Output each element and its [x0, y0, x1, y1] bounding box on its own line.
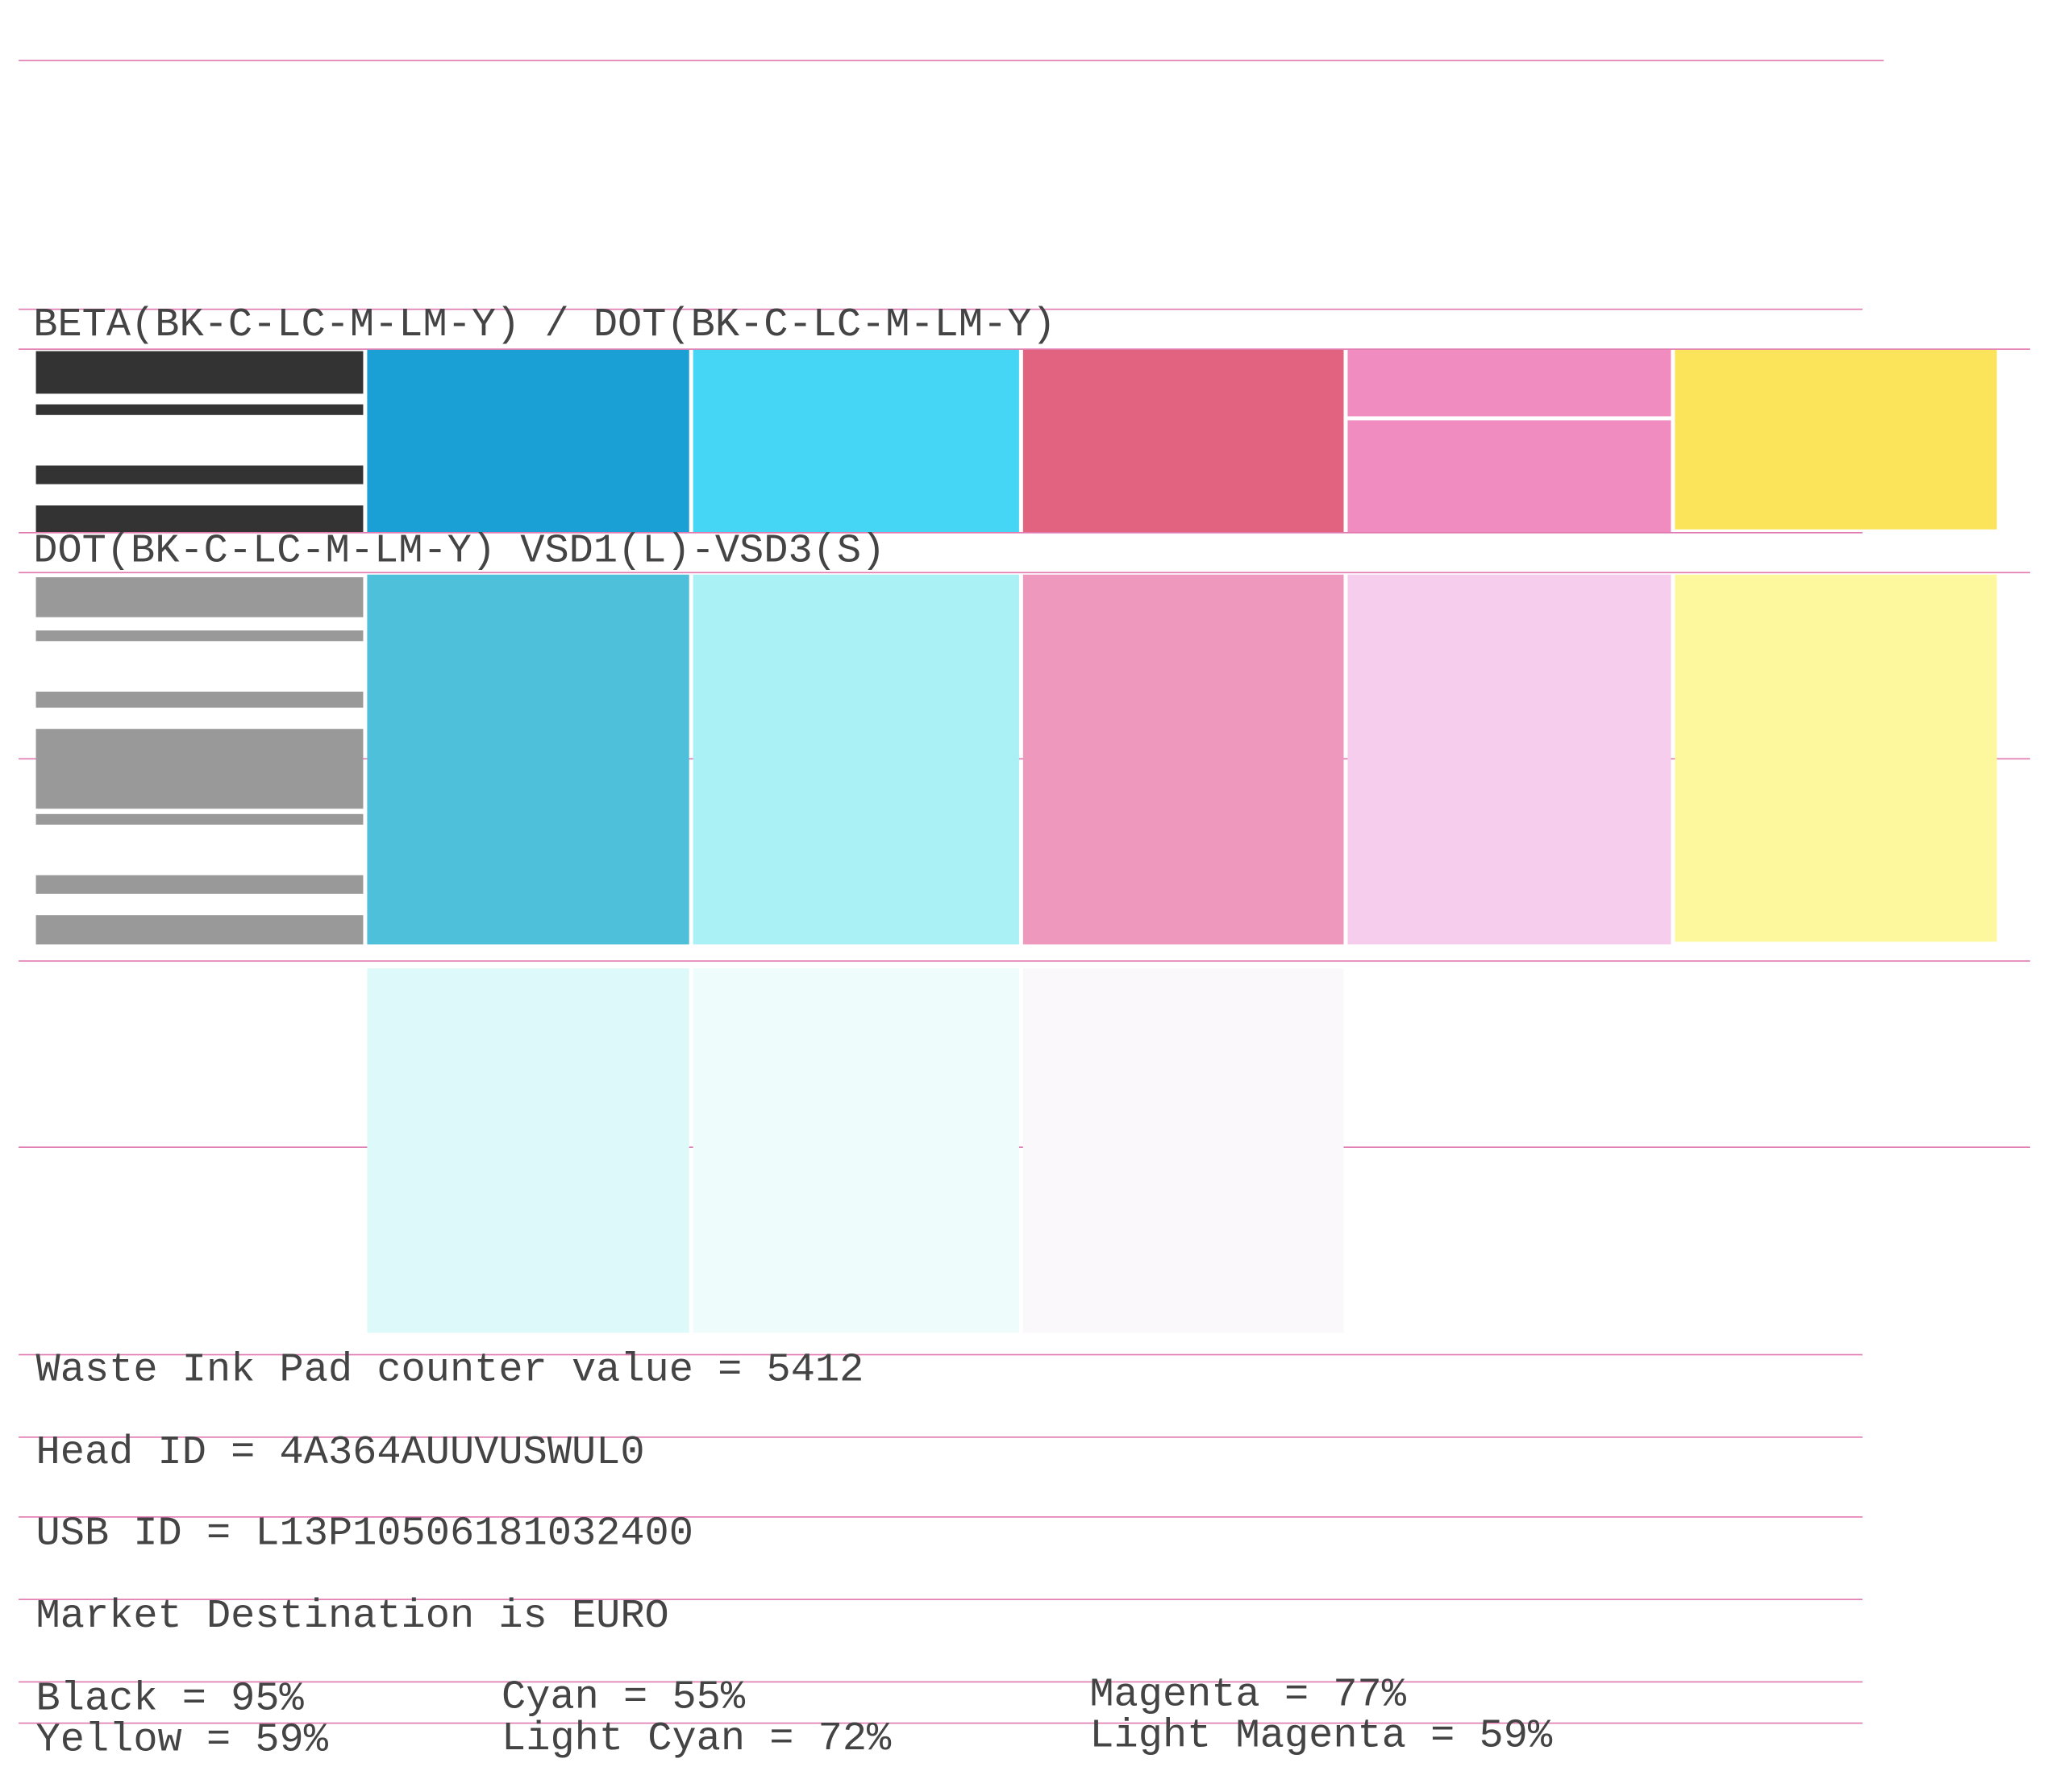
section-label: DOT(BK-C-LC-M-LM-Y) VSD1(L)-VSD3(S) [33, 529, 886, 575]
light-magenta-block [1347, 349, 1671, 417]
ink-level: Light Magenta = 59% [1089, 1714, 1553, 1760]
info-line: Waste Ink Pad counter value = 5412 [35, 1349, 864, 1395]
magenta-block [1022, 968, 1344, 1333]
rule [19, 1722, 1862, 1724]
info-line: Head ID = 4A364AUUVUSWUL0 [35, 1431, 645, 1477]
ink-level: Light Cyan = 72% [502, 1717, 892, 1763]
black-stripe [35, 505, 364, 532]
section-label: BETA(BK-C-LC-M-LM-Y) / DOT(BK-C-LC-M-LM-… [33, 303, 1056, 349]
black-stripe [35, 351, 364, 394]
black-stripe [35, 404, 364, 415]
rule [19, 1437, 1862, 1438]
black-stripe [35, 465, 364, 484]
cyan-block [367, 574, 689, 945]
rule [19, 532, 1862, 534]
gray-stripe [35, 630, 364, 642]
rule [19, 1681, 1862, 1683]
rule [19, 960, 2030, 962]
rule [19, 572, 2030, 574]
magenta-block [1022, 349, 1344, 532]
yellow-block [1675, 349, 1997, 530]
rule [19, 1516, 1862, 1518]
light-cyan-block [693, 349, 1019, 532]
gray-stripe [35, 813, 364, 825]
gray-stripe [35, 875, 364, 894]
light-magenta-block [1347, 420, 1671, 532]
gray-stripe [35, 915, 364, 945]
light-magenta-block [1347, 574, 1671, 945]
ink-level: Cyan = 55% [502, 1676, 746, 1722]
gray-stripe [35, 577, 364, 617]
rule [19, 308, 1862, 310]
magenta-block [1022, 574, 1344, 945]
info-line: Market Destination is EURO [35, 1595, 669, 1640]
info-line: USB ID = L13P10506181032400 [35, 1512, 693, 1558]
ink-level: Magenta = 77% [1089, 1673, 1406, 1719]
rule [19, 1353, 1862, 1356]
gray-stripe [35, 692, 364, 708]
ink-level: Black = 95% [35, 1677, 304, 1723]
gray-stripe [35, 729, 364, 809]
ink-level: Yellow = 59% [35, 1718, 328, 1764]
yellow-block [1675, 574, 1997, 942]
cyan-block [367, 349, 689, 532]
light-cyan-block [693, 574, 1019, 945]
cyan-block [367, 968, 689, 1333]
rule [19, 348, 2030, 350]
rule [19, 1599, 1862, 1600]
rule [19, 60, 1884, 61]
light-cyan-block [693, 968, 1019, 1333]
